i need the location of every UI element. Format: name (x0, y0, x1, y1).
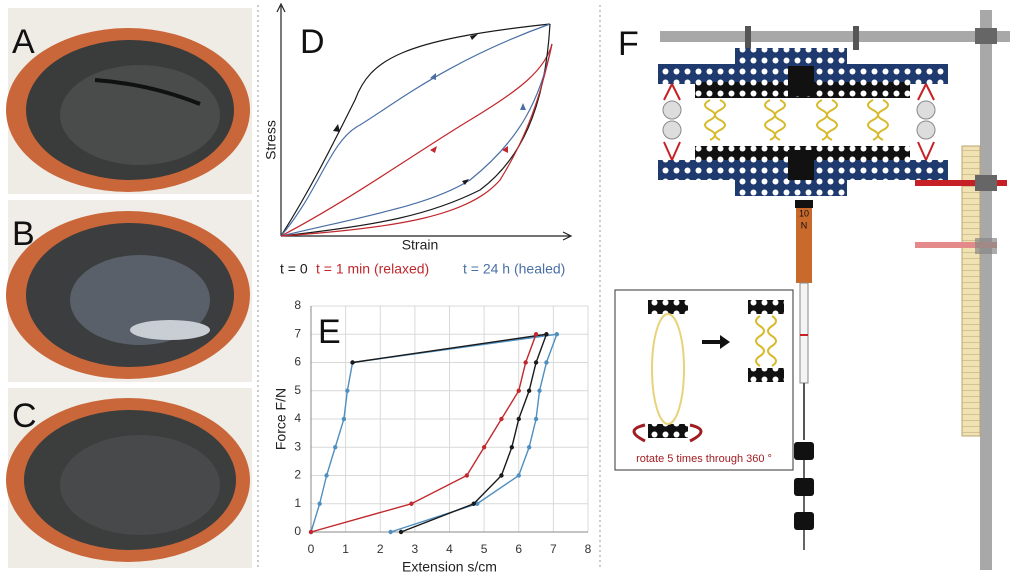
panel-letter: A (12, 23, 35, 61)
x-tick-label: 2 (377, 542, 384, 556)
series-line (311, 334, 536, 532)
x-tick-label: 0 (308, 542, 315, 556)
data-point (345, 389, 349, 393)
photo-b (6, 200, 252, 382)
gauge-label: 10 (799, 208, 809, 218)
legend-entry: t = 24 h (healed) (463, 261, 565, 277)
data-point (517, 473, 521, 477)
y-tick-label: 7 (294, 326, 301, 340)
y-tick-label: 2 (294, 468, 301, 482)
panel-letter: C (12, 397, 37, 435)
data-point (465, 473, 469, 477)
y-tick-label: 4 (294, 411, 301, 425)
x-tick-label: 3 (412, 542, 419, 556)
data-point (523, 360, 527, 364)
data-point (472, 502, 476, 506)
data-point (333, 445, 337, 449)
data-point (527, 389, 531, 393)
y-tick-label: 1 (294, 496, 301, 510)
y-tick-label: 6 (294, 355, 301, 369)
x-tick-label: 4 (446, 542, 453, 556)
data-point (517, 389, 521, 393)
y-tick-label: 8 (294, 298, 301, 312)
legend: t = 0 t = 1 min (relaxed) t = 24 h (healed… (280, 261, 565, 277)
data-point (517, 417, 521, 421)
photo-a (6, 8, 252, 194)
y-tick-label: 0 (294, 524, 301, 538)
y-tick-label: 3 (294, 439, 301, 453)
data-point (324, 473, 328, 477)
data-point (317, 502, 321, 506)
x-tick-label: 5 (481, 542, 488, 556)
data-point (537, 389, 541, 393)
data-point (399, 530, 403, 534)
inset-caption: rotate 5 times through 360 ° (636, 453, 772, 465)
gauge-label: N (801, 220, 808, 230)
y-tick-label: 5 (294, 383, 301, 397)
panel-letter: E (318, 313, 341, 351)
data-point (510, 445, 514, 449)
series-line (311, 334, 557, 532)
data-point (527, 445, 531, 449)
data-point (544, 360, 548, 364)
data-point (544, 332, 548, 336)
data-point (409, 502, 413, 506)
photo-c (6, 388, 252, 568)
x-tick-label: 1 (342, 542, 349, 556)
data-point (499, 473, 503, 477)
panel-letter: B (12, 215, 35, 253)
axis-label: Force F/N (273, 388, 289, 450)
data-point (342, 417, 346, 421)
figure: A B C D Stress Strain t = 0 t = 1 min (re… (0, 0, 1014, 575)
data-point (388, 530, 392, 534)
data-point (555, 332, 559, 336)
data-point (350, 360, 354, 364)
data-point (534, 360, 538, 364)
axis-label: Stress (263, 120, 279, 160)
panel-letter: D (300, 23, 325, 61)
x-tick-label: 7 (550, 542, 557, 556)
data-point (482, 445, 486, 449)
data-point (534, 332, 538, 336)
data-point (309, 530, 313, 534)
apparatus (615, 10, 1010, 570)
x-tick-label: 8 (585, 542, 592, 556)
data-point (534, 417, 538, 421)
data-point (499, 417, 503, 421)
legend-entry: t = 1 min (relaxed) (316, 261, 429, 277)
legend-entry: t = 0 (280, 261, 308, 277)
axis-label: Strain (402, 237, 439, 253)
panel-letter: F (618, 25, 639, 63)
x-tick-label: 6 (515, 542, 522, 556)
axis-label: Extension s/cm (402, 559, 497, 575)
